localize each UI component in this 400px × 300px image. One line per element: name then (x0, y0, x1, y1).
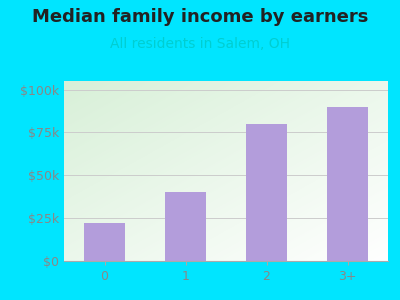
Bar (84, 223, 125, 261)
Bar (246, 124, 287, 261)
Text: All residents in Salem, OH: All residents in Salem, OH (110, 38, 290, 52)
Text: Median family income by earners: Median family income by earners (32, 8, 368, 26)
Bar (327, 107, 368, 261)
Bar (165, 192, 206, 261)
